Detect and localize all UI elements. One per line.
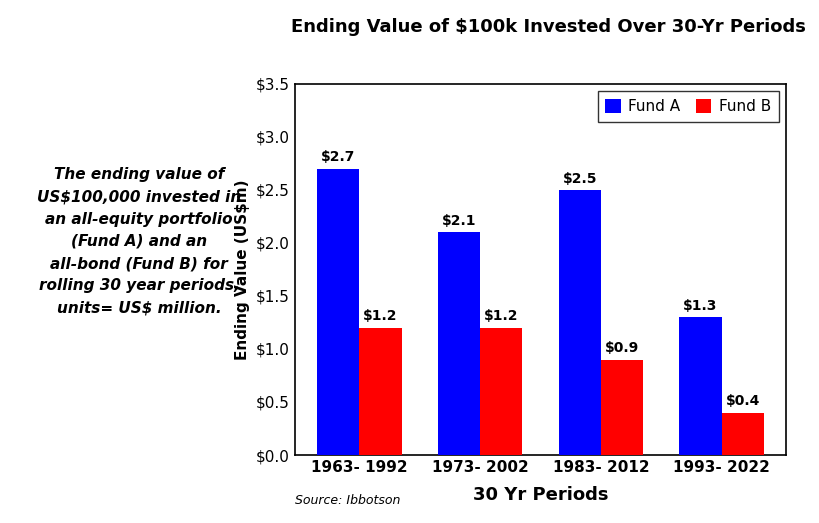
Text: $2.1: $2.1 <box>441 214 477 228</box>
Bar <box>480 328 523 455</box>
Text: The ending value of
US$100,000 invested in
an all-equity portfolio
(Fund A) and : The ending value of US$100,000 invested … <box>37 167 242 315</box>
X-axis label: 30 Yr Periods: 30 Yr Periods <box>473 486 609 504</box>
Text: Ending Value of $100k Invested Over 30-Yr Periods: Ending Value of $100k Invested Over 30-Y… <box>292 18 806 36</box>
Bar <box>438 232 480 455</box>
Bar <box>601 359 643 455</box>
Bar <box>317 168 360 455</box>
Text: $2.7: $2.7 <box>321 150 355 164</box>
Text: $2.5: $2.5 <box>563 172 597 186</box>
Bar <box>559 190 601 455</box>
Text: $0.9: $0.9 <box>605 342 639 355</box>
Bar <box>680 317 722 455</box>
Y-axis label: Ending Value (US$m): Ending Value (US$m) <box>235 179 251 360</box>
Text: $1.2: $1.2 <box>364 310 398 323</box>
Bar <box>722 413 764 455</box>
Bar <box>360 328 401 455</box>
Text: Source: Ibbotson: Source: Ibbotson <box>295 494 400 507</box>
Text: $1.2: $1.2 <box>484 310 518 323</box>
Text: $0.4: $0.4 <box>726 394 760 408</box>
Text: $1.3: $1.3 <box>683 299 717 313</box>
Legend: Fund A, Fund B: Fund A, Fund B <box>598 92 779 122</box>
